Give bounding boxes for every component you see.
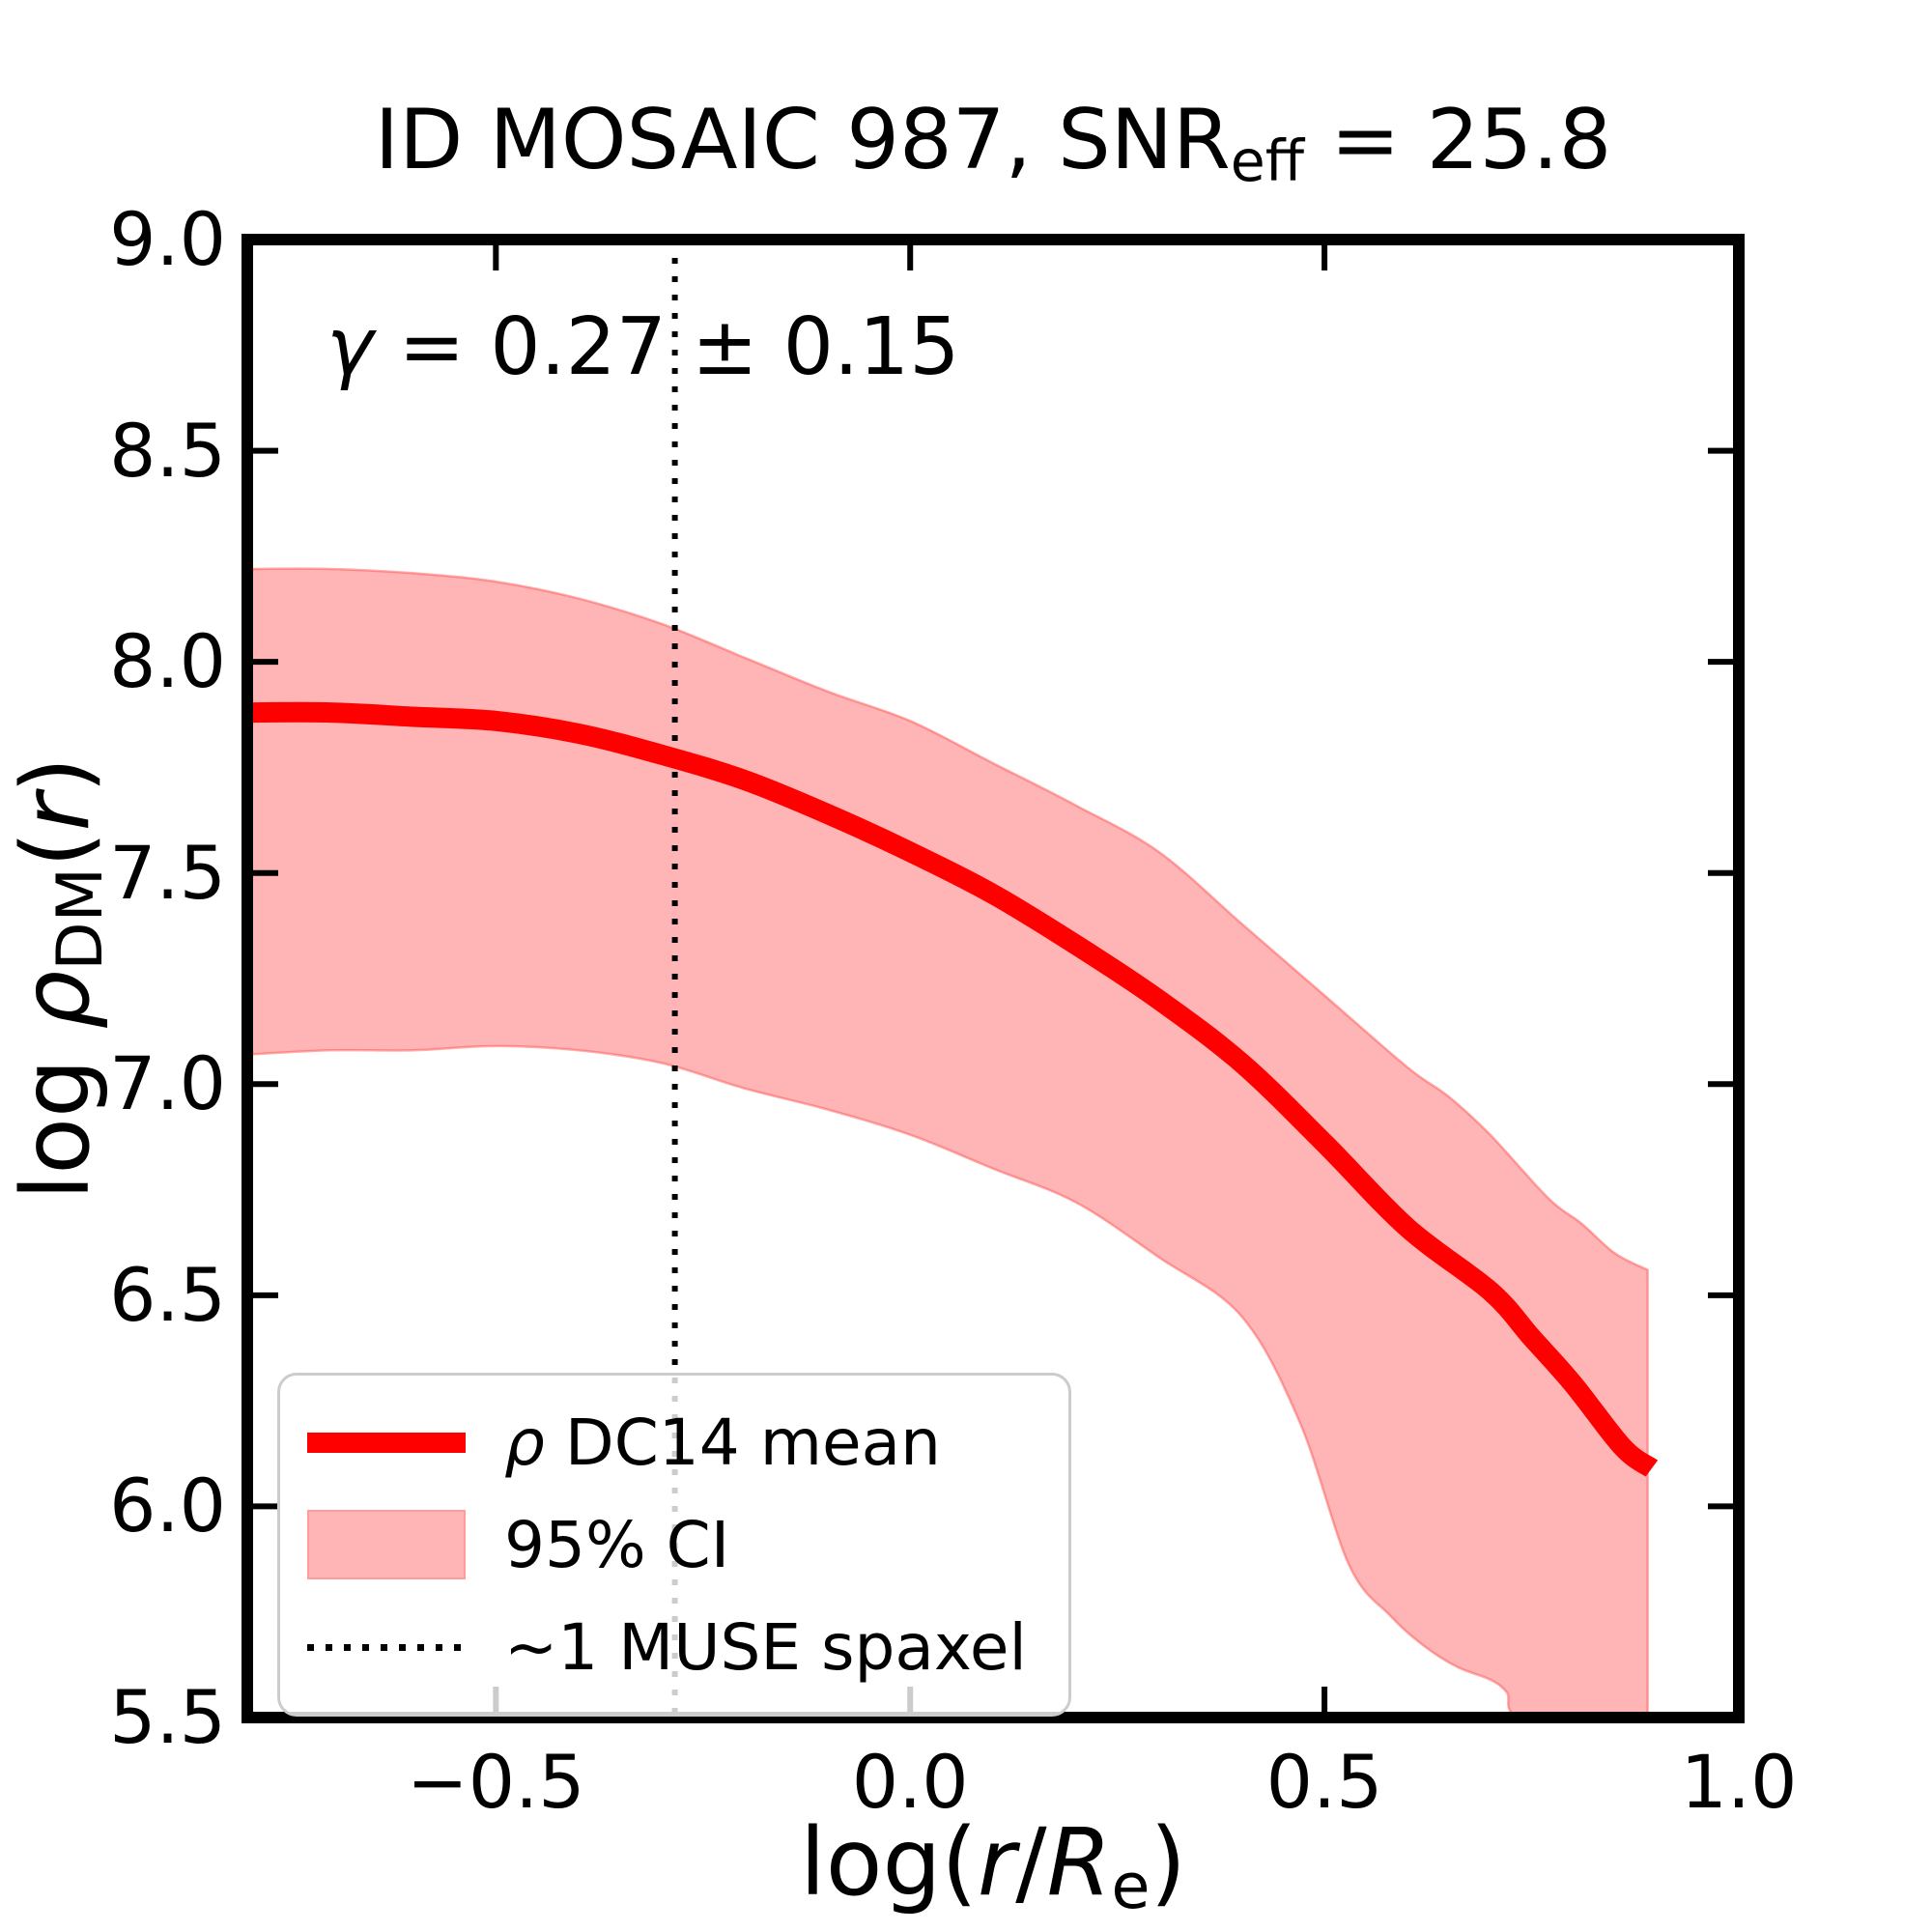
gamma-annotation: γ = 0.27 ± 0.15: [327, 301, 960, 393]
legend: ρ DC14 mean 95% CI ~1 MUSE spaxel: [277, 1373, 1071, 1717]
legend-label-mean: ρ DC14 mean: [504, 1405, 941, 1480]
y-tick-label: 7.0: [109, 1040, 226, 1127]
legend-item-mean: ρ DC14 mean: [307, 1406, 1059, 1480]
spaxel-dotted-swatch: [307, 1643, 466, 1651]
mean-density-line: [247, 701, 1659, 1477]
x-tick-label: 1.0: [1680, 1739, 1798, 1825]
y-tick-label: 8.0: [109, 618, 226, 705]
y-tick-label: 7.5: [109, 829, 226, 916]
x-tick-label: 0.0: [851, 1739, 969, 1825]
y-tick-label: 8.5: [109, 407, 226, 494]
axes-frame: [242, 234, 1745, 1723]
y-tick-label: 5.5: [109, 1674, 226, 1760]
tick-marks: [253, 237, 1742, 1720]
legend-item-spaxel: ~1 MUSE spaxel: [307, 1610, 1059, 1685]
x-axis-label: log(r/Re): [800, 1808, 1186, 1924]
x-tick-label: 0.5: [1265, 1739, 1383, 1825]
ci-band-area: [247, 567, 1649, 1718]
legend-label-spaxel: ~1 MUSE spaxel: [504, 1609, 1027, 1685]
mean-line-swatch: [307, 1432, 466, 1453]
y-tick-label: 6.0: [109, 1463, 226, 1549]
ci-band-swatch: [307, 1510, 466, 1579]
plot-title: ID MOSAIC 987, SNReff = 25.8: [374, 92, 1612, 194]
x-tick-label: −0.5: [407, 1739, 585, 1825]
y-tick-label: 6.5: [109, 1251, 226, 1338]
legend-item-ci: 95% CI: [307, 1508, 1059, 1582]
y-axis-label: log ρDM(r): [2, 756, 118, 1201]
y-tick-label: 9.0: [109, 196, 226, 282]
legend-label-ci: 95% CI: [504, 1507, 730, 1582]
